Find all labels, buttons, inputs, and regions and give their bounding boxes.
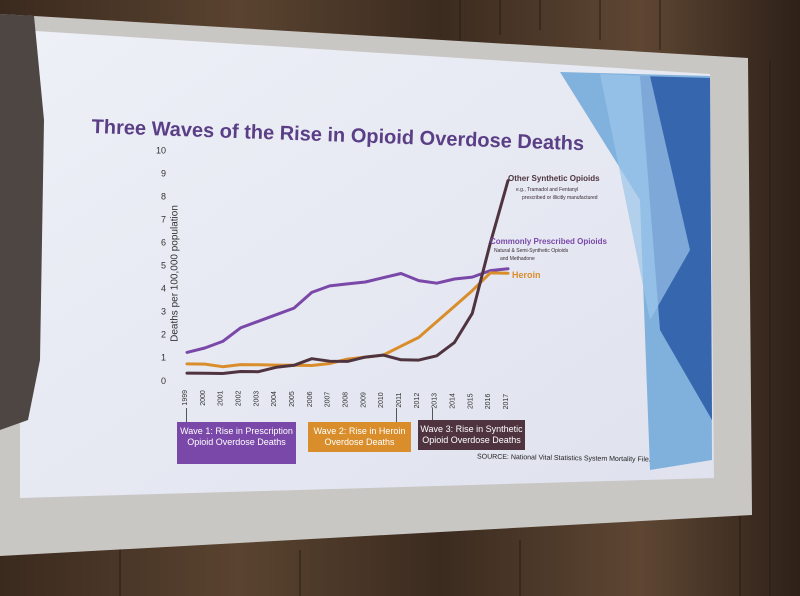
wave-1-box: Wave 1: Rise in Prescription Opioid Over…: [177, 422, 296, 464]
x-tick-label: 2015: [467, 393, 474, 409]
series-lines: [185, 179, 510, 375]
y-tick-label: 3: [161, 307, 166, 317]
x-tick-labels: 1999 2000 2001 2002 2003 2004 2005 2006 2007 2008…: [182, 390, 510, 410]
wave-3-box: Wave 3: Rise in Synthetic Opioid Overdos…: [418, 420, 525, 450]
y-tick-label: 0: [161, 376, 166, 386]
series-label-0: Commonly Prescribed Opioids: [490, 237, 607, 246]
wave-1-marker: [186, 408, 187, 422]
x-tick-label: 2011: [396, 392, 403, 407]
slide-decor-mid: [600, 74, 690, 320]
x-tick-label: 2003: [253, 391, 260, 407]
x-tick-label: 2016: [485, 394, 492, 410]
wave-2-marker: [396, 408, 397, 422]
y-tick-labels: 0 1 2 3 4 5 6 7 8 9 10: [156, 146, 166, 386]
y-tick-label: 5: [161, 261, 166, 271]
y-tick-label: 8: [161, 192, 166, 202]
series-line-1: [185, 271, 510, 369]
series-line-0: [185, 267, 510, 354]
x-tick-label: 2008: [343, 392, 350, 408]
wave-2-box: Wave 2: Rise in Heroin Overdose Deaths: [308, 422, 411, 452]
wave-3-marker: [432, 408, 433, 420]
y-tick-label: 2: [161, 330, 166, 340]
series-label-2: Other Synthetic Opioids: [508, 174, 600, 183]
x-tick-label: 2004: [271, 391, 278, 407]
x-tick-label: 2012: [414, 393, 421, 409]
x-tick-label: 2009: [360, 392, 367, 408]
series-line-2: [185, 179, 510, 375]
x-tick-label: 2002: [236, 391, 243, 407]
series-sublabel-2-a: e.g., Tramadol and Fentanyl: [516, 187, 578, 193]
y-tick-label: 6: [161, 238, 166, 248]
x-tick-label: 2017: [503, 394, 510, 410]
series-label-1: Heroin: [512, 270, 541, 280]
y-tick-label: 10: [156, 146, 166, 156]
x-tick-label: 2006: [307, 391, 314, 407]
series-sublabel-0-b: and Methadone: [500, 256, 535, 262]
x-tick-label: 1999: [182, 390, 189, 406]
series-sublabel-0-a: Natural & Semi-Synthetic Opioids: [494, 248, 569, 254]
x-tick-label: 2007: [325, 392, 332, 408]
x-tick-label: 2014: [450, 393, 457, 409]
y-tick-label: 7: [161, 215, 166, 225]
series-labels: Commonly Prescribed Opioids Natural & Sem…: [490, 174, 607, 280]
x-tick-label: 2013: [432, 393, 439, 409]
x-tick-label: 2005: [289, 391, 296, 407]
x-tick-label: 2001: [218, 390, 225, 406]
slide-area: [20, 30, 714, 498]
y-tick-label: 1: [161, 353, 166, 363]
x-tick-label: 2000: [200, 390, 207, 406]
series-sublabel-2-b: prescribed or illicitly manufactured: [522, 195, 598, 201]
x-tick-label: 2010: [378, 392, 385, 408]
left-shadow: [0, 14, 44, 430]
y-tick-label: 4: [161, 284, 166, 294]
y-tick-label: 9: [161, 169, 166, 179]
